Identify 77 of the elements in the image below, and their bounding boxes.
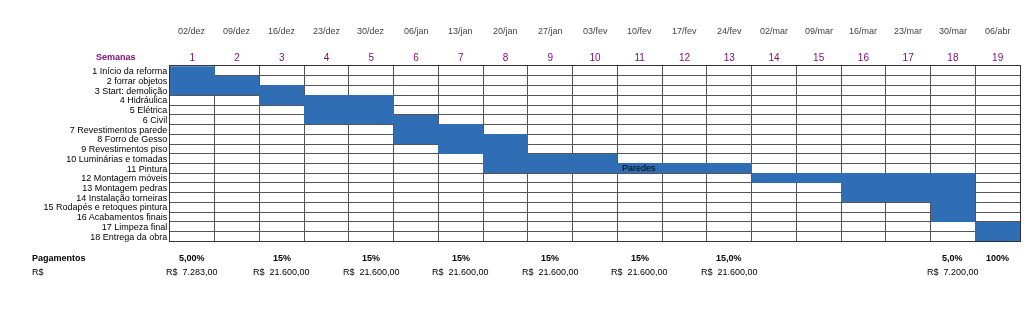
x-tick-label: 7 — [458, 52, 465, 64]
x-tick-label: 11 — [634, 52, 646, 64]
text: R$ 21.600,00 — [343, 267, 400, 277]
y-tick-label: 16 Acabamentos finais — [76, 212, 168, 223]
text: R$ 21.600,00 — [253, 267, 310, 277]
text: 15% — [541, 253, 560, 263]
text: 15,0% — [716, 253, 742, 263]
x-tick-label: 2 — [234, 52, 241, 64]
text: Pagamentos — [32, 253, 86, 263]
text: 15% — [631, 253, 650, 263]
x-tick-label: 8 — [502, 52, 509, 64]
x-tick-label: 14 — [768, 52, 780, 64]
text: 5,0% — [942, 253, 963, 263]
text: 10/fev — [627, 26, 653, 36]
text: 06/jan — [404, 26, 429, 36]
text: 100% — [986, 253, 1010, 263]
y-tick-label: 6 Civil — [142, 114, 168, 125]
text: R$ — [32, 267, 44, 277]
text: 09/mar — [805, 26, 834, 36]
y-tick-label: 18 Entrega da obra — [90, 231, 168, 242]
text: 16/mar — [849, 26, 878, 36]
x-tick-label: 15 — [813, 52, 825, 64]
annotation: Paredes — [622, 163, 657, 173]
y-axis-title: Semanas — [96, 52, 136, 62]
text: 30/mar — [939, 26, 968, 36]
text: 13/jan — [448, 26, 473, 36]
text: R$ 21.600,00 — [611, 267, 668, 277]
x-tick-label: 5 — [368, 52, 375, 64]
y-tick-label: 2 forrar objetos — [106, 75, 168, 86]
text: 5,00% — [179, 253, 205, 263]
x-tick-label: 4 — [323, 52, 330, 64]
x-tick-label: 6 — [413, 52, 420, 64]
x-tick-label: 10 — [589, 52, 601, 64]
y-tick-label: 12 Montagem móveis — [81, 173, 168, 184]
text: 06/abr — [985, 26, 1011, 36]
x-tick-label: 3 — [279, 52, 286, 64]
text: 15% — [273, 253, 292, 263]
text: R$ 7.200,00 — [927, 267, 979, 277]
text: R$ 21.600,00 — [522, 267, 579, 277]
x-tick-label: 13 — [723, 52, 736, 64]
text: R$ 21.600,00 — [701, 267, 758, 277]
x-tick-label: 17 — [902, 52, 915, 64]
text: 20/jan — [493, 26, 518, 36]
text: 16/dez — [268, 26, 296, 36]
y-tick-label: 8 Forro de Gesso — [97, 134, 168, 145]
y-tick-label: 17 Limpeza final — [101, 221, 168, 232]
text: 23/dez — [313, 26, 341, 36]
text: 30/dez — [357, 26, 385, 36]
text: 24/fev — [717, 26, 743, 36]
text: 23/mar — [894, 26, 923, 36]
text: 02/mar — [760, 26, 789, 36]
y-tick-label: 1 Início da reforma — [92, 66, 168, 77]
y-tick-label: 14 Instalação torneiras — [76, 192, 168, 203]
x-tick-label: 9 — [547, 52, 554, 64]
text: 03/fev — [583, 26, 609, 36]
x-tick-label: 19 — [992, 52, 1004, 64]
y-tick-label: 7 Revestimentos parede — [69, 124, 168, 135]
text: 17/fev — [672, 26, 698, 36]
text: R$ 7.283,00 — [166, 267, 218, 277]
text: 15% — [362, 253, 381, 263]
text: R$ 21.600,00 — [432, 267, 489, 277]
x-tick-label: 12 — [678, 52, 691, 64]
text: 15% — [452, 253, 471, 263]
x-tick-label: 18 — [947, 52, 959, 64]
y-tick-label: 13 Montagem pedras — [82, 182, 168, 193]
y-tick-label: 15 Rodapés e retoques pintura — [43, 202, 168, 213]
text: 09/dez — [223, 26, 251, 36]
y-tick-label: 9 Revestimentos piso — [81, 144, 168, 155]
text: 02/dez — [178, 26, 206, 36]
y-tick-label: 5 Elétrica — [129, 105, 168, 116]
y-tick-label: 3 Start: demolição — [94, 85, 168, 96]
y-tick-label: 4 Hidráulica — [119, 95, 168, 106]
x-tick-label: 1 — [189, 52, 196, 64]
y-tick-label: 11 Pintura — [126, 163, 168, 174]
text: 27/jan — [538, 26, 563, 36]
x-tick-label: 16 — [857, 52, 870, 64]
y-tick-label: 10 Luminárias e tomadas — [66, 153, 168, 164]
